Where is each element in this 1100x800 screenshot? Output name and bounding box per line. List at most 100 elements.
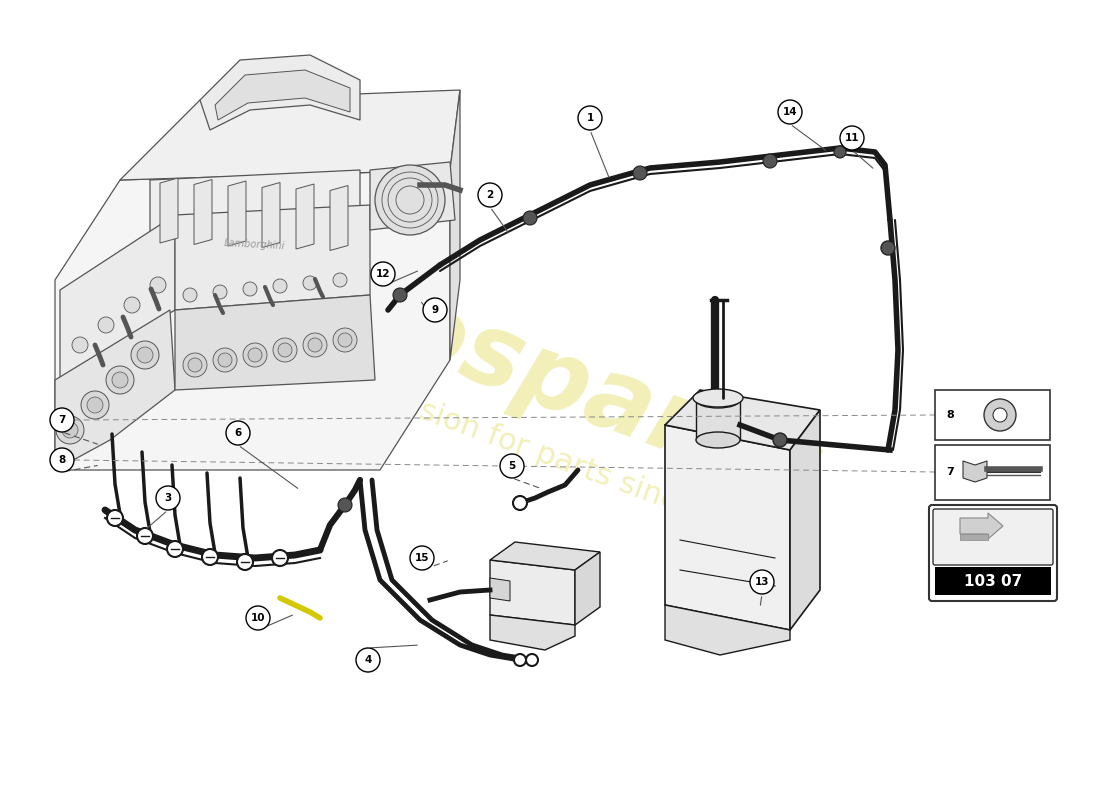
Circle shape [773,433,786,447]
Circle shape [50,408,74,432]
Polygon shape [490,542,600,570]
Circle shape [278,343,292,357]
Polygon shape [175,205,370,310]
FancyBboxPatch shape [933,509,1053,565]
Polygon shape [450,90,460,360]
Circle shape [526,654,538,666]
Circle shape [513,496,527,510]
Circle shape [840,126,864,150]
Circle shape [993,408,1007,422]
Polygon shape [960,513,1003,539]
Text: Lamborghini: Lamborghini [224,238,286,251]
Polygon shape [228,181,246,246]
Circle shape [478,183,502,207]
Text: 14: 14 [783,107,798,117]
Text: 5: 5 [508,461,516,471]
Text: 7: 7 [946,467,954,477]
Circle shape [246,606,270,630]
Circle shape [98,317,114,333]
Text: 10: 10 [251,613,265,623]
Text: 8: 8 [946,410,954,420]
Text: 7: 7 [58,415,66,425]
Polygon shape [696,400,740,440]
Polygon shape [200,55,360,130]
Text: 13: 13 [755,577,769,587]
Circle shape [273,338,297,362]
Circle shape [236,554,253,570]
Polygon shape [60,215,175,380]
Polygon shape [790,410,820,630]
Circle shape [226,421,250,445]
Circle shape [424,298,447,322]
Circle shape [62,422,78,438]
Circle shape [338,333,352,347]
Polygon shape [150,170,360,310]
FancyBboxPatch shape [930,505,1057,601]
Circle shape [578,106,602,130]
Ellipse shape [696,432,740,448]
Text: a passion for parts since 1985: a passion for parts since 1985 [339,367,782,553]
Circle shape [106,366,134,394]
Circle shape [56,416,84,444]
Polygon shape [194,179,212,245]
Circle shape [500,454,524,478]
Ellipse shape [693,389,742,407]
Polygon shape [666,390,820,450]
FancyBboxPatch shape [935,390,1050,440]
Circle shape [213,348,236,372]
Circle shape [375,165,446,235]
Circle shape [188,358,202,372]
Text: 12: 12 [376,269,390,279]
Polygon shape [490,615,575,650]
Ellipse shape [696,392,740,408]
Circle shape [410,546,435,570]
Circle shape [138,347,153,363]
Polygon shape [55,170,450,470]
Text: 4: 4 [364,655,372,665]
Circle shape [272,550,288,566]
Circle shape [763,154,777,168]
Text: 3: 3 [164,493,172,503]
Polygon shape [960,534,988,540]
Circle shape [213,285,227,299]
Circle shape [393,288,407,302]
Circle shape [881,241,895,255]
FancyBboxPatch shape [935,567,1050,595]
Circle shape [124,297,140,313]
Circle shape [333,273,346,287]
Text: eurospares: eurospares [206,216,834,524]
Circle shape [273,279,287,293]
Circle shape [72,337,88,353]
Circle shape [138,528,153,544]
Circle shape [167,541,183,557]
Polygon shape [962,461,987,482]
Circle shape [302,276,317,290]
Polygon shape [666,425,790,630]
Circle shape [81,391,109,419]
Circle shape [183,288,197,302]
Circle shape [356,648,380,672]
Text: 11: 11 [845,133,859,143]
Circle shape [131,341,160,369]
Polygon shape [666,605,790,655]
Circle shape [514,654,526,666]
Circle shape [984,399,1016,431]
Polygon shape [575,552,600,625]
Circle shape [371,262,395,286]
Circle shape [50,448,74,472]
Circle shape [243,282,257,296]
Text: 8: 8 [58,455,66,465]
Polygon shape [490,560,575,625]
Polygon shape [160,178,178,243]
Circle shape [632,166,647,180]
FancyBboxPatch shape [935,445,1050,500]
Polygon shape [55,310,175,470]
Circle shape [150,277,166,293]
Text: 103 07: 103 07 [964,574,1022,589]
Text: 2: 2 [486,190,494,200]
Circle shape [338,498,352,512]
Circle shape [156,486,180,510]
Polygon shape [296,184,314,249]
Text: 1: 1 [586,113,594,123]
Polygon shape [214,70,350,120]
